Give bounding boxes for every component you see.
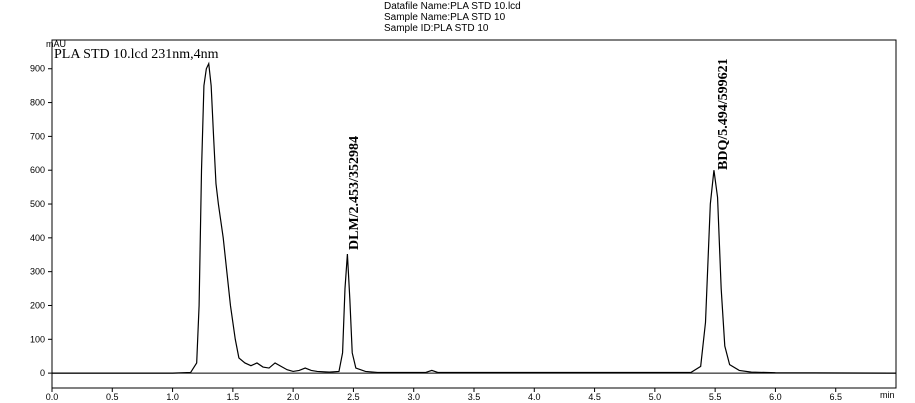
y-tick-label: 400 — [30, 233, 45, 243]
header-line: Sample ID:PLA STD 10 — [384, 23, 489, 34]
x-tick-label: 3.5 — [468, 392, 481, 402]
y-tick-label: 500 — [30, 199, 45, 209]
x-tick-label: 0.0 — [46, 392, 59, 402]
x-axis-label: min — [880, 390, 895, 400]
x-tick-label: 5.0 — [649, 392, 662, 402]
x-tick-label: 3.0 — [407, 392, 420, 402]
x-tick-label: 1.0 — [166, 392, 179, 402]
x-tick-label: 6.0 — [769, 392, 782, 402]
y-tick-label: 900 — [30, 64, 45, 74]
y-tick-label: 800 — [30, 98, 45, 108]
x-tick-label: 4.5 — [588, 392, 601, 402]
x-tick-label: 6.5 — [829, 392, 842, 402]
peak-annotation: DLM/2.453/352984 — [347, 136, 362, 250]
x-tick-label: 2.5 — [347, 392, 360, 402]
peak-annotation: BDQ/5.494/599621 — [716, 58, 731, 170]
y-tick-label: 0 — [40, 368, 45, 378]
x-tick-label: 5.5 — [709, 392, 722, 402]
y-tick-label: 700 — [30, 131, 45, 141]
x-tick-label: 0.5 — [106, 392, 119, 402]
x-tick-label: 4.0 — [528, 392, 541, 402]
plot-frame — [51, 39, 897, 389]
y-tick-label: 200 — [30, 300, 45, 310]
trace-label: PLA STD 10.lcd 231nm,4nm — [54, 47, 219, 62]
y-tick-label: 100 — [30, 334, 45, 344]
x-tick-label: 2.0 — [287, 392, 300, 402]
y-tick-label: 300 — [30, 267, 45, 277]
header-line: Datafile Name:PLA STD 10.lcd — [384, 1, 521, 12]
y-axis-label: mAU — [46, 39, 66, 49]
x-tick-label: 1.5 — [227, 392, 240, 402]
header-line: Sample Name:PLA STD 10 — [384, 12, 506, 23]
trace — [52, 61, 897, 374]
y-tick-label: 600 — [30, 165, 45, 175]
